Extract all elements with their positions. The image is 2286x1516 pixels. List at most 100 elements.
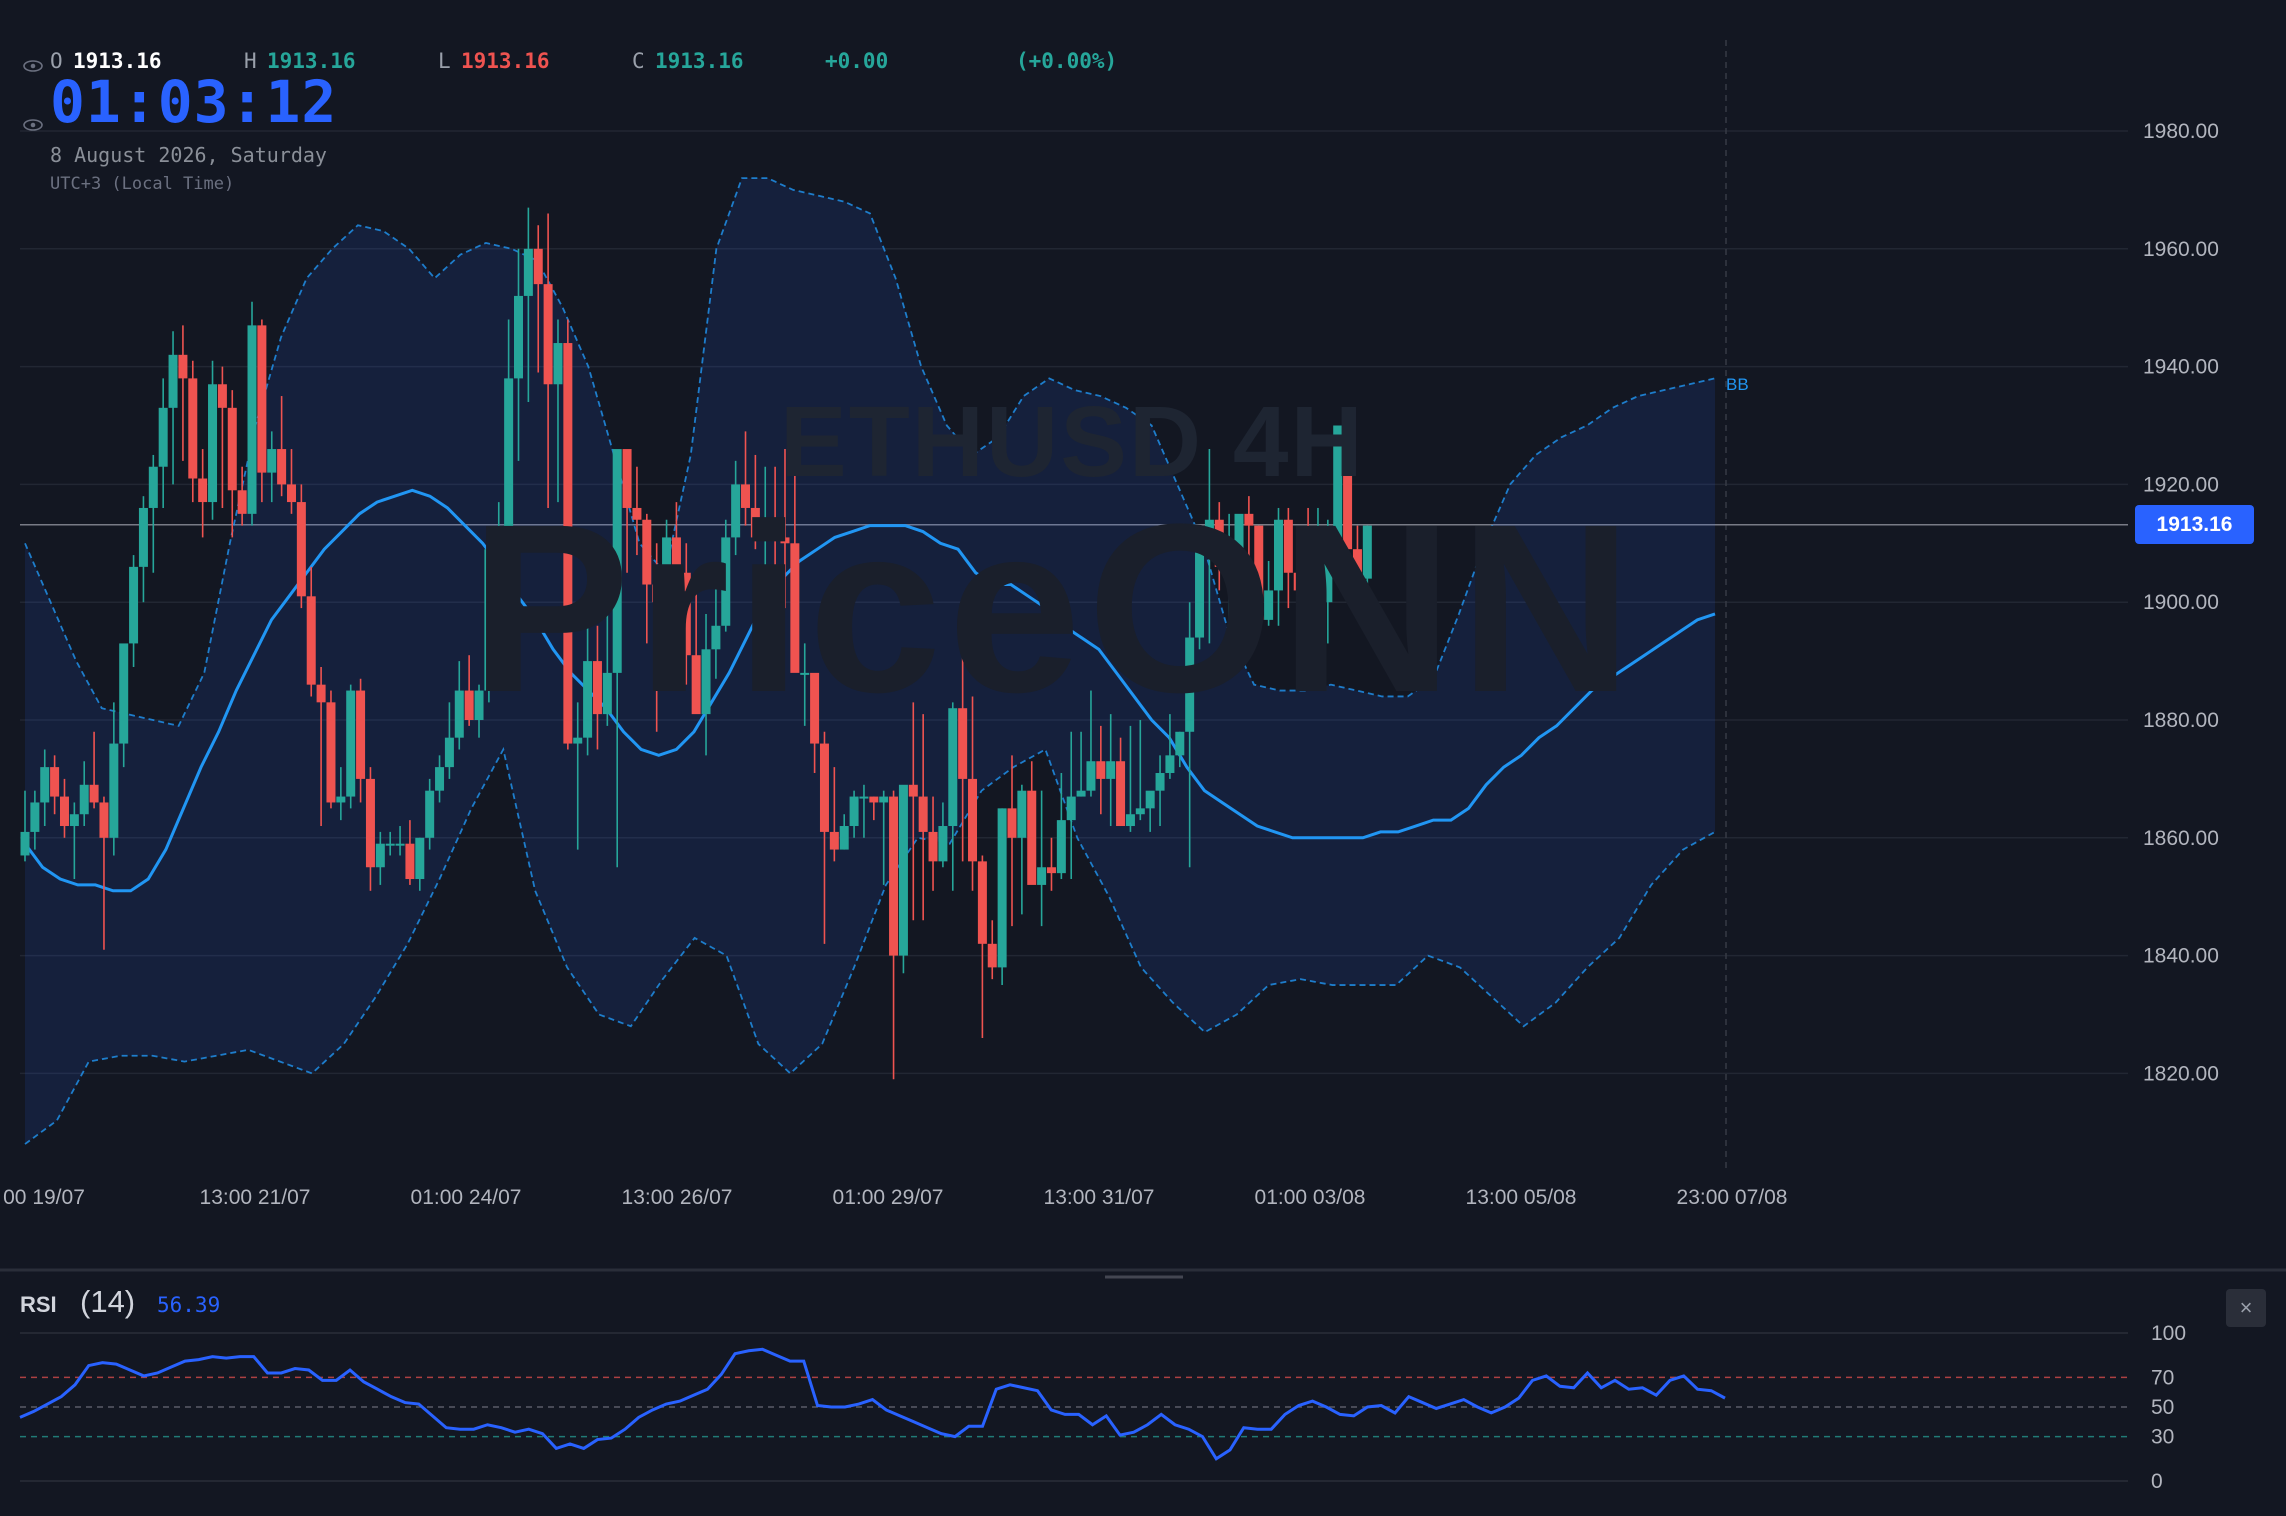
- candle-body: [79, 784, 89, 815]
- open-key: O: [50, 49, 63, 73]
- time-axis[interactable]: 00 19/07 13:00 21/07 01:00 24/07 13:00 26/0…: [3, 1186, 1787, 1209]
- candle-body: [839, 826, 849, 850]
- rsi-label[interactable]: RSI: [20, 1292, 57, 1317]
- watermark-brand: PriceONN: [470, 474, 1639, 742]
- high-key: H: [244, 49, 257, 73]
- date-label: 8 August 2026, Saturday: [50, 143, 327, 167]
- candle-body: [1214, 519, 1224, 567]
- price-tick-label: 1960.00: [2143, 238, 2219, 261]
- price-tick-label: 1860.00: [2143, 827, 2219, 850]
- high-value: 1913.16: [267, 49, 356, 73]
- candle-body: [632, 507, 642, 520]
- time-tick-label: 13:00 21/07: [200, 1186, 311, 1209]
- candle-body: [1116, 761, 1126, 827]
- close-value: 1913.16: [655, 49, 744, 73]
- candle-body: [425, 790, 435, 838]
- candle-body: [1204, 519, 1214, 538]
- candle-body: [1066, 796, 1076, 821]
- price-tick-label: 1980.00: [2143, 120, 2219, 143]
- candle-body: [138, 507, 148, 567]
- candle-body: [1343, 425, 1353, 550]
- candle-body: [968, 778, 978, 862]
- candle-body: [671, 537, 681, 573]
- rsi-tick-label: 30: [2151, 1426, 2174, 1449]
- candle-body: [1046, 867, 1056, 874]
- candle-body: [148, 466, 158, 508]
- candle-body: [908, 784, 918, 797]
- time-tick-label: 13:00 31/07: [1044, 1186, 1155, 1209]
- candle-body: [267, 449, 277, 473]
- rsi-tick-label: 50: [2151, 1396, 2174, 1419]
- candle-body: [721, 537, 731, 626]
- candle-body: [1135, 808, 1145, 815]
- candle-body: [1076, 790, 1086, 797]
- candle-body: [277, 449, 287, 485]
- candle-body: [217, 384, 227, 408]
- candle-body: [691, 655, 701, 715]
- candle-body: [1352, 549, 1362, 579]
- candle-body: [1333, 425, 1343, 556]
- candle-body: [1273, 519, 1283, 591]
- candle-body: [1165, 755, 1175, 774]
- close-icon[interactable]: ×: [2226, 1289, 2266, 1327]
- last-price-badge: 1913.16: [2135, 505, 2254, 544]
- candle-body: [711, 625, 721, 650]
- candle-body: [296, 502, 306, 597]
- candle-body: [533, 248, 543, 285]
- timezone-label: UTC+3 (Local Time): [50, 174, 235, 194]
- candle-body: [286, 484, 296, 503]
- candle-body: [158, 407, 168, 467]
- candle-body: [958, 708, 968, 779]
- candle-body: [741, 484, 751, 508]
- candle-body: [99, 802, 109, 838]
- eye-icon[interactable]: [22, 118, 44, 132]
- candle-body: [889, 796, 899, 956]
- price-tick-label: 1880.00: [2143, 709, 2219, 732]
- candle-body: [188, 378, 198, 479]
- candle-body: [365, 778, 375, 868]
- candle-body: [257, 325, 267, 473]
- price-axis[interactable]: 1980.00 1960.00 1940.00 1920.00 1900.00 1880.…: [2143, 120, 2219, 1085]
- candle-body: [356, 690, 366, 779]
- candle-body: [59, 796, 69, 827]
- candle-body: [1195, 537, 1205, 638]
- candle-body: [780, 537, 790, 544]
- time-tick-label: 13:00 26/07: [622, 1186, 733, 1209]
- bb-indicator-label[interactable]: BB: [1726, 375, 1749, 394]
- time-tick-label: 01:00 29/07: [833, 1186, 944, 1209]
- candle-body: [1313, 602, 1323, 632]
- rsi-tick-label: 0: [2151, 1470, 2163, 1493]
- bollinger-bands: [23, 177, 1716, 1145]
- candle-body: [237, 490, 247, 514]
- candle-body: [504, 378, 514, 538]
- candle-body: [306, 596, 316, 685]
- candle-body: [770, 519, 780, 538]
- candle-body: [790, 543, 800, 673]
- candle-body: [1293, 572, 1303, 591]
- candle-body: [20, 831, 30, 856]
- bb-fill: [25, 178, 1715, 1145]
- candle-body: [129, 566, 139, 644]
- candle-body: [938, 826, 948, 862]
- candle-body: [869, 796, 879, 803]
- candle-body: [523, 248, 533, 296]
- candle-body: [800, 672, 810, 675]
- eye-icon[interactable]: [22, 59, 44, 73]
- candle-body: [750, 507, 760, 538]
- candle-body: [553, 343, 563, 385]
- candle-body: [642, 519, 652, 585]
- watermark-symbol: ETHUSD 4H: [780, 386, 1365, 498]
- candle-body: [385, 843, 395, 846]
- time-tick-label: 00 19/07: [3, 1186, 85, 1209]
- candle-body: [1224, 549, 1234, 567]
- rsi-value: 56.39: [157, 1293, 221, 1317]
- rsi-tick-label: 70: [2151, 1366, 2174, 1389]
- candle-body: [760, 519, 770, 538]
- change-percent: (+0.00%): [1016, 49, 1118, 73]
- candle-body: [50, 767, 60, 797]
- candle-body: [474, 690, 484, 720]
- candle-body: [543, 284, 553, 385]
- rsi-line: [19, 1347, 1726, 1461]
- candle-body: [731, 484, 741, 538]
